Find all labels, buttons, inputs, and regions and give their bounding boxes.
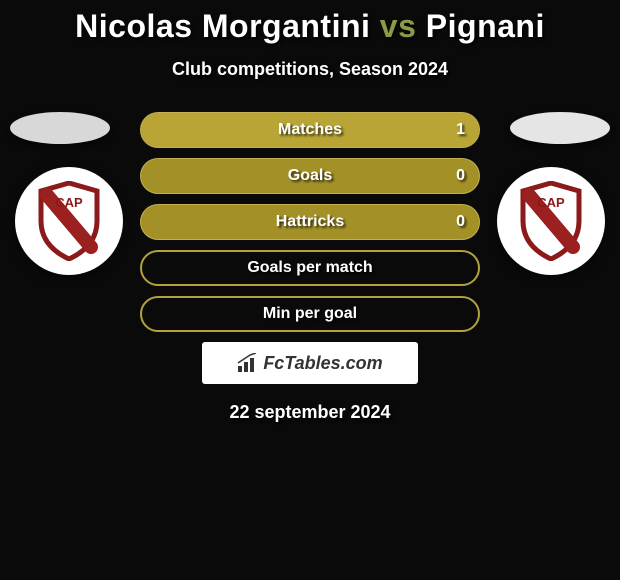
player1-name: Nicolas Morgantini bbox=[75, 8, 370, 44]
player2-oval bbox=[510, 112, 610, 144]
stat-row-matches: Matches 1 bbox=[140, 112, 480, 148]
stat-label: Matches bbox=[278, 121, 342, 139]
stat-row-hattricks: Hattricks 0 bbox=[140, 204, 480, 240]
chart-icon bbox=[237, 353, 259, 373]
stat-row-min-per-goal: Min per goal bbox=[140, 296, 480, 332]
date-text: 22 september 2024 bbox=[0, 402, 620, 423]
shield-icon: CAP bbox=[517, 181, 585, 261]
stat-label: Hattricks bbox=[276, 213, 344, 231]
stat-row-goals: Goals 0 bbox=[140, 158, 480, 194]
stat-rows: Matches 1 Goals 0 Hattricks 0 Goals per … bbox=[140, 112, 480, 332]
stat-row-goals-per-match: Goals per match bbox=[140, 250, 480, 286]
svg-text:CAP: CAP bbox=[55, 195, 83, 210]
player2-club-badge: CAP bbox=[497, 167, 605, 275]
stats-area: CAP CAP Matches 1 Goals 0 Hattricks 0 bbox=[0, 112, 620, 423]
vs-label: vs bbox=[380, 8, 417, 44]
stat-label: Goals per match bbox=[247, 259, 372, 277]
stat-label: Goals bbox=[288, 167, 332, 185]
comparison-title: Nicolas Morgantini vs Pignani bbox=[0, 8, 620, 45]
stat-value-right: 1 bbox=[456, 121, 465, 139]
shield-icon: CAP bbox=[35, 181, 103, 261]
stat-label: Min per goal bbox=[263, 305, 357, 323]
brand-text: FcTables.com bbox=[263, 353, 382, 374]
stat-value-right: 0 bbox=[456, 213, 465, 231]
player2-name: Pignani bbox=[426, 8, 545, 44]
brand-box: FcTables.com bbox=[202, 342, 418, 384]
player1-oval bbox=[10, 112, 110, 144]
player1-club-badge: CAP bbox=[15, 167, 123, 275]
stat-value-right: 0 bbox=[456, 167, 465, 185]
subtitle: Club competitions, Season 2024 bbox=[0, 59, 620, 80]
infographic-container: Nicolas Morgantini vs Pignani Club compe… bbox=[0, 0, 620, 423]
svg-text:CAP: CAP bbox=[537, 195, 565, 210]
